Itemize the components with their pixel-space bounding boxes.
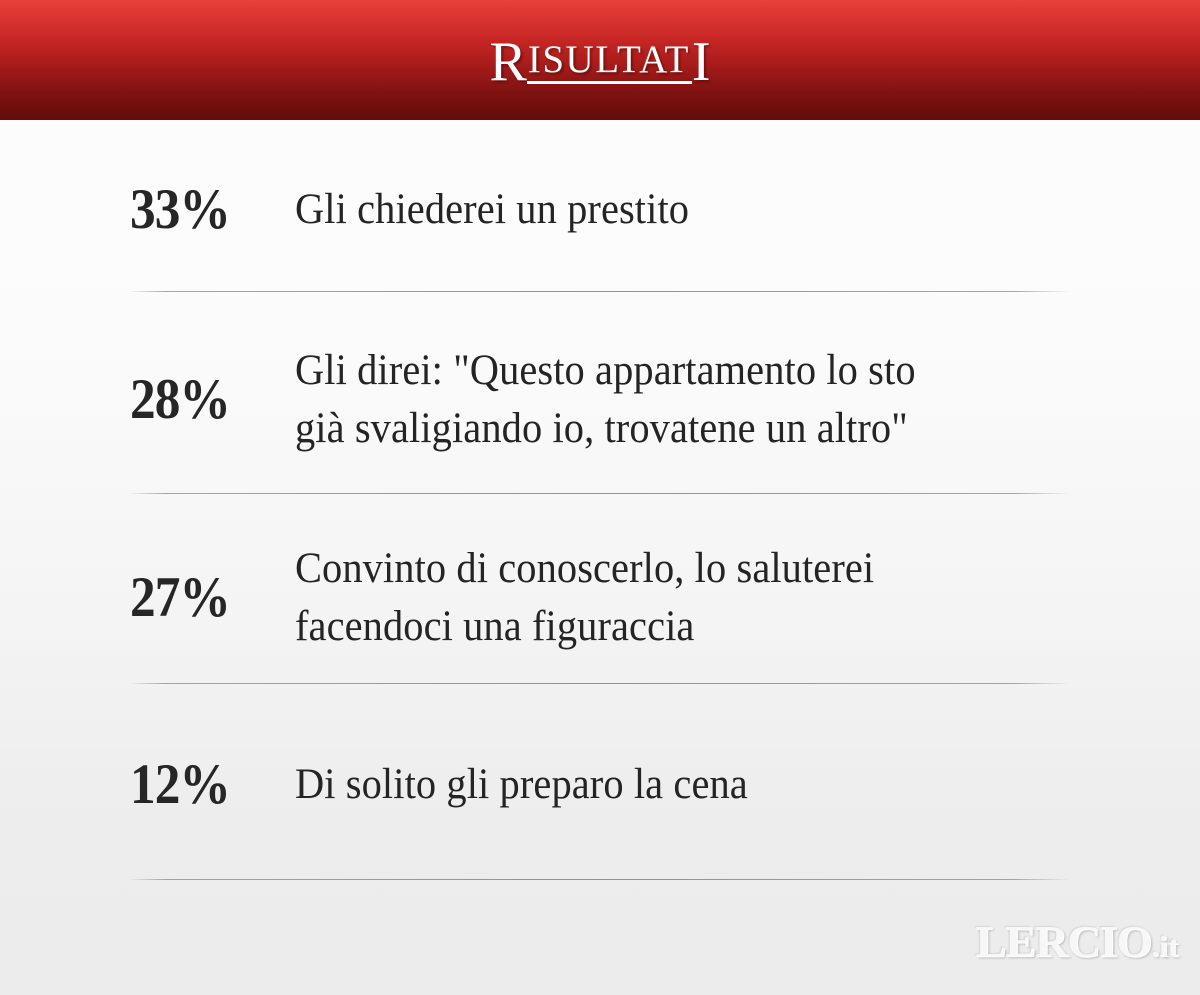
row-divider (128, 879, 1070, 880)
title-lead-letter: R (489, 31, 527, 93)
result-text: Gli chiederei un prestito (295, 186, 690, 233)
lercio-watermark: LERCIO.it (975, 920, 1178, 969)
result-row: 27% Convinto di conoscerlo, lo saluterei… (130, 536, 1070, 660)
page-title: R ISULTAT I (0, 0, 1200, 120)
result-row: 12% Di solito gli preparo la cena (130, 730, 1070, 840)
watermark-name: LERCIO (974, 917, 1152, 966)
result-percent: 28% (130, 368, 231, 431)
result-row: 28% Gli direi: "Questo appartamento lo s… (130, 338, 1070, 462)
results-list: 33% Gli chiederei un prestito 28% Gli di… (0, 120, 1200, 995)
row-divider (128, 291, 1070, 292)
row-divider (128, 683, 1070, 684)
result-percent: 33% (130, 178, 231, 241)
watermark-tld: .it (1150, 930, 1178, 963)
title-tail-letter: I (691, 31, 711, 93)
result-percent: 12% (130, 753, 231, 816)
header-banner: R ISULTAT I (0, 0, 1200, 120)
result-text: Di solito gli preparo la cena (295, 761, 748, 808)
result-text: Gli direi: "Questo appartamento lo sto g… (295, 347, 916, 452)
result-row: 33% Gli chiederei un prestito (130, 155, 1070, 265)
row-divider (128, 493, 1070, 494)
result-text: Convinto di conoscerlo, lo saluterei fac… (295, 545, 875, 650)
result-percent: 27% (130, 566, 231, 629)
title-middle-letters: ISULTAT (526, 40, 692, 84)
